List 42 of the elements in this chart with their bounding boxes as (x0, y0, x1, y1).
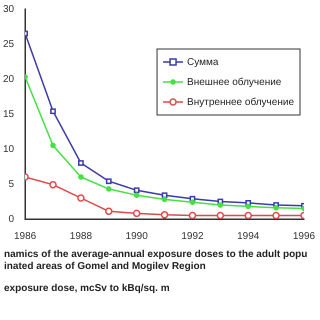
legend-label: Внешнее облучение (187, 76, 282, 88)
text: namics of the average-annual exposure doses to the adult popu (4, 249, 308, 261)
point (106, 186, 112, 192)
y-tick-label: 0 (8, 214, 15, 225)
point (188, 212, 196, 219)
point (162, 196, 168, 202)
legend-label: Сумма (187, 56, 219, 68)
point (106, 178, 112, 184)
point (273, 205, 279, 211)
point (105, 208, 113, 216)
y-tick-label: 15 (3, 108, 15, 120)
x-tick-label: 1992 (181, 230, 204, 242)
y-tick-label: 25 (3, 38, 15, 50)
point (162, 192, 168, 198)
text: exposure dose, mcSv to kBq/sq. m (4, 283, 171, 295)
point (132, 210, 140, 218)
point (50, 142, 56, 148)
point (244, 212, 252, 219)
y-tick-label: 20 (3, 74, 15, 85)
point (272, 212, 280, 219)
point (160, 211, 168, 219)
point (49, 180, 57, 188)
point (50, 108, 56, 114)
legend-label: Внутреннее облучение (187, 96, 294, 108)
y-tick-label: 5 (8, 178, 15, 190)
x-tick-label: 1988 (70, 230, 92, 242)
point (218, 202, 224, 208)
point (134, 192, 140, 198)
x-tick-label: 1986 (14, 230, 37, 242)
y-tick-label: 30 (3, 4, 15, 15)
point (134, 187, 140, 194)
point (245, 204, 251, 210)
point (78, 174, 84, 180)
point (78, 160, 84, 166)
y-tick-label: 10 (3, 144, 15, 155)
x-tick-label: 1994 (237, 230, 260, 242)
x-tick-label: 1996 (292, 230, 316, 242)
text: inated areas of Gomel and Mogilev Region (4, 261, 207, 273)
point (77, 194, 85, 202)
point (216, 212, 224, 219)
point (190, 199, 196, 205)
x-tick-label: 1990 (126, 230, 148, 242)
